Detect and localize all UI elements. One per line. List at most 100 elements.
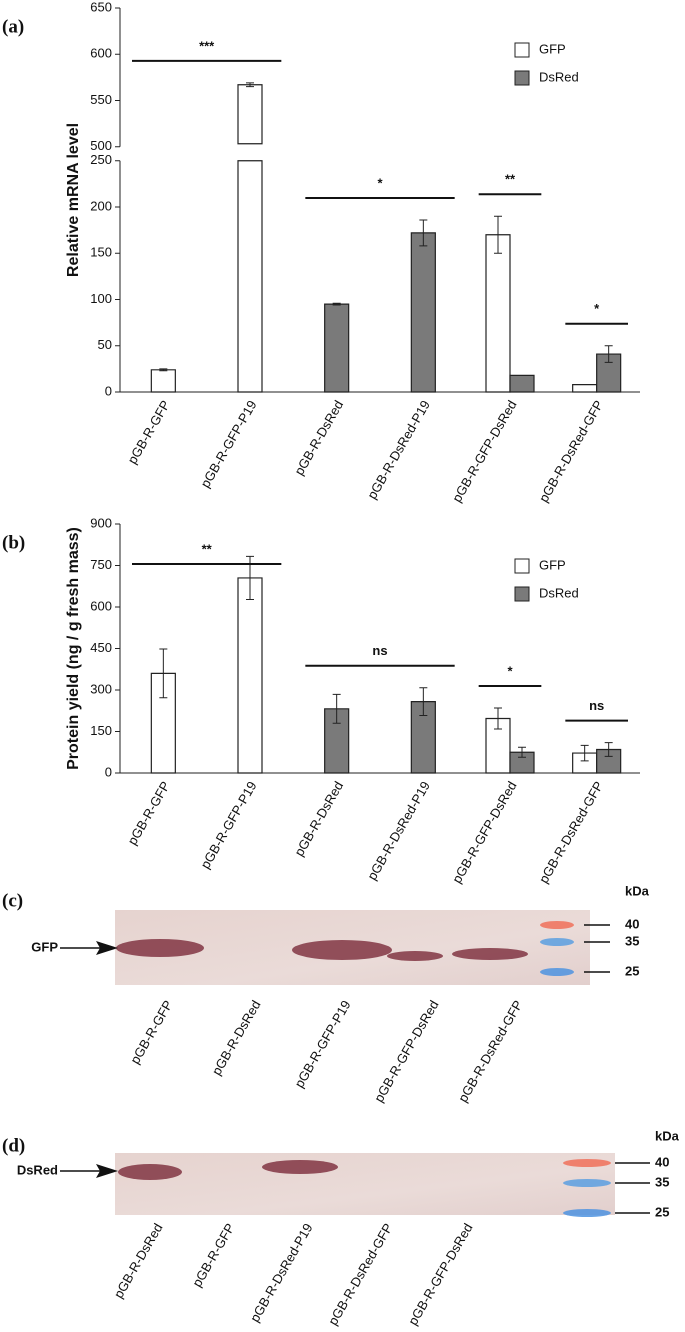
lane-label: pGB-R-DsRed xyxy=(111,1221,166,1301)
bar xyxy=(410,232,436,393)
error-bar xyxy=(518,746,526,758)
y-tick-label: 450 xyxy=(90,640,112,655)
legend-swatch xyxy=(514,586,530,602)
y-tick-label: 150 xyxy=(90,723,112,738)
bar xyxy=(150,369,176,393)
significance-label: ** xyxy=(202,541,213,556)
legend-label: GFP xyxy=(539,41,566,56)
lane-label: pGB-R-GFP xyxy=(127,998,175,1067)
error-bar xyxy=(159,368,168,372)
error-bar xyxy=(332,693,341,724)
unit-label: kDa xyxy=(655,1128,680,1143)
bar xyxy=(410,701,436,774)
x-tick-label: pGB-R-GFP-DsRed xyxy=(449,779,519,886)
ladder-band xyxy=(563,1159,611,1167)
bar xyxy=(572,384,598,393)
marker-label: 35 xyxy=(625,933,639,948)
lane-label: pGB-R-GFP xyxy=(189,1221,237,1290)
x-tick-label: pGB-R-DsRed-GFP xyxy=(536,398,606,505)
lane-label: pGB-R-DsRed-GFP xyxy=(455,998,525,1105)
significance-label: ns xyxy=(589,698,604,713)
error-bar xyxy=(494,215,502,254)
lane-label: pGB-R-DsRed-GFP xyxy=(325,1221,395,1328)
marker-label: 40 xyxy=(655,1154,669,1169)
x-tick-label: pGB-R-GFP-P19 xyxy=(197,779,259,872)
bar xyxy=(596,353,622,393)
significance-label: * xyxy=(507,663,513,678)
blot-band xyxy=(387,951,443,961)
x-tick-label: pGB-R-DsRed xyxy=(291,398,346,478)
y-tick-label: 650 xyxy=(90,0,112,14)
error-bar xyxy=(159,648,168,699)
bar xyxy=(485,717,511,774)
bar xyxy=(237,577,263,774)
marker-label: 25 xyxy=(655,1204,669,1219)
error-bar xyxy=(580,744,589,762)
panel-label: (a) xyxy=(2,16,24,37)
lane-label: pGB-R-GFP-DsRed xyxy=(405,1221,475,1328)
bar xyxy=(485,234,511,393)
bar xyxy=(509,374,535,393)
bar xyxy=(509,751,535,774)
legend-swatch xyxy=(514,42,530,58)
blot-band xyxy=(262,1160,338,1174)
arrow-head xyxy=(96,1164,118,1178)
arrow-head xyxy=(96,941,118,955)
y-tick-label: 0 xyxy=(105,383,112,398)
error-bar xyxy=(604,345,613,363)
x-tick-label: pGB-R-DsRed xyxy=(291,779,346,859)
y-tick-label: 0 xyxy=(105,764,112,779)
unit-label: kDa xyxy=(625,883,650,898)
y-tick-label: 550 xyxy=(90,92,112,107)
x-tick-label: pGB-R-GFP-DsRed xyxy=(449,398,519,505)
legend-label: DsRed xyxy=(539,585,579,600)
panel-label: (b) xyxy=(2,532,25,553)
error-bar xyxy=(332,302,341,306)
significance-label: * xyxy=(594,301,600,316)
lane-label: pGB-R-DsRed xyxy=(209,998,264,1078)
y-tick-label: 600 xyxy=(90,46,112,61)
lane-label: pGB-R-DsRed-P19 xyxy=(247,1221,316,1325)
panel-label: (d) xyxy=(2,1135,25,1156)
blot-band xyxy=(292,940,392,960)
y-tick-label: 200 xyxy=(90,198,112,213)
x-tick-label: pGB-R-GFP xyxy=(125,779,173,848)
x-tick-label: pGB-R-GFP xyxy=(125,398,173,467)
y-axis-title: Relative mRNA level xyxy=(65,123,82,277)
blot-band xyxy=(452,948,528,960)
ladder-band xyxy=(540,938,574,946)
y-tick-label: 750 xyxy=(90,557,112,572)
marker-label: 25 xyxy=(625,963,639,978)
panel-label: (c) xyxy=(2,890,23,911)
error-bar xyxy=(246,82,254,88)
x-tick-label: pGB-R-DsRed-P19 xyxy=(364,398,433,502)
legend-label: DsRed xyxy=(539,69,579,84)
y-tick-label: 100 xyxy=(90,291,112,306)
bar xyxy=(237,84,263,393)
y-axis-title: Protein yield (ng / g fresh mass) xyxy=(65,527,82,770)
ladder-band xyxy=(563,1179,611,1187)
blot-band xyxy=(118,1164,182,1180)
target-label: GFP xyxy=(31,939,58,954)
marker-label: 35 xyxy=(655,1174,669,1189)
significance-label: *** xyxy=(199,38,215,53)
x-tick-label: pGB-R-DsRed-GFP xyxy=(536,779,606,886)
y-tick-label: 600 xyxy=(90,598,112,613)
marker-label: 40 xyxy=(625,916,639,931)
significance-label: ** xyxy=(505,172,516,187)
y-tick-label: 900 xyxy=(90,515,112,530)
legend-label: GFP xyxy=(539,557,566,572)
error-bar xyxy=(494,707,502,730)
y-tick-label: 50 xyxy=(98,337,112,352)
bar xyxy=(150,672,176,774)
x-tick-label: pGB-R-GFP-P19 xyxy=(197,398,259,491)
target-label: DsRed xyxy=(17,1162,58,1177)
error-bar xyxy=(604,742,613,757)
bar xyxy=(324,708,350,774)
ladder-band xyxy=(540,921,574,929)
significance-label: * xyxy=(377,175,383,190)
blot-band xyxy=(116,939,204,957)
significance-label: ns xyxy=(372,643,387,658)
lane-label: pGB-R-GFP-P19 xyxy=(291,998,353,1091)
